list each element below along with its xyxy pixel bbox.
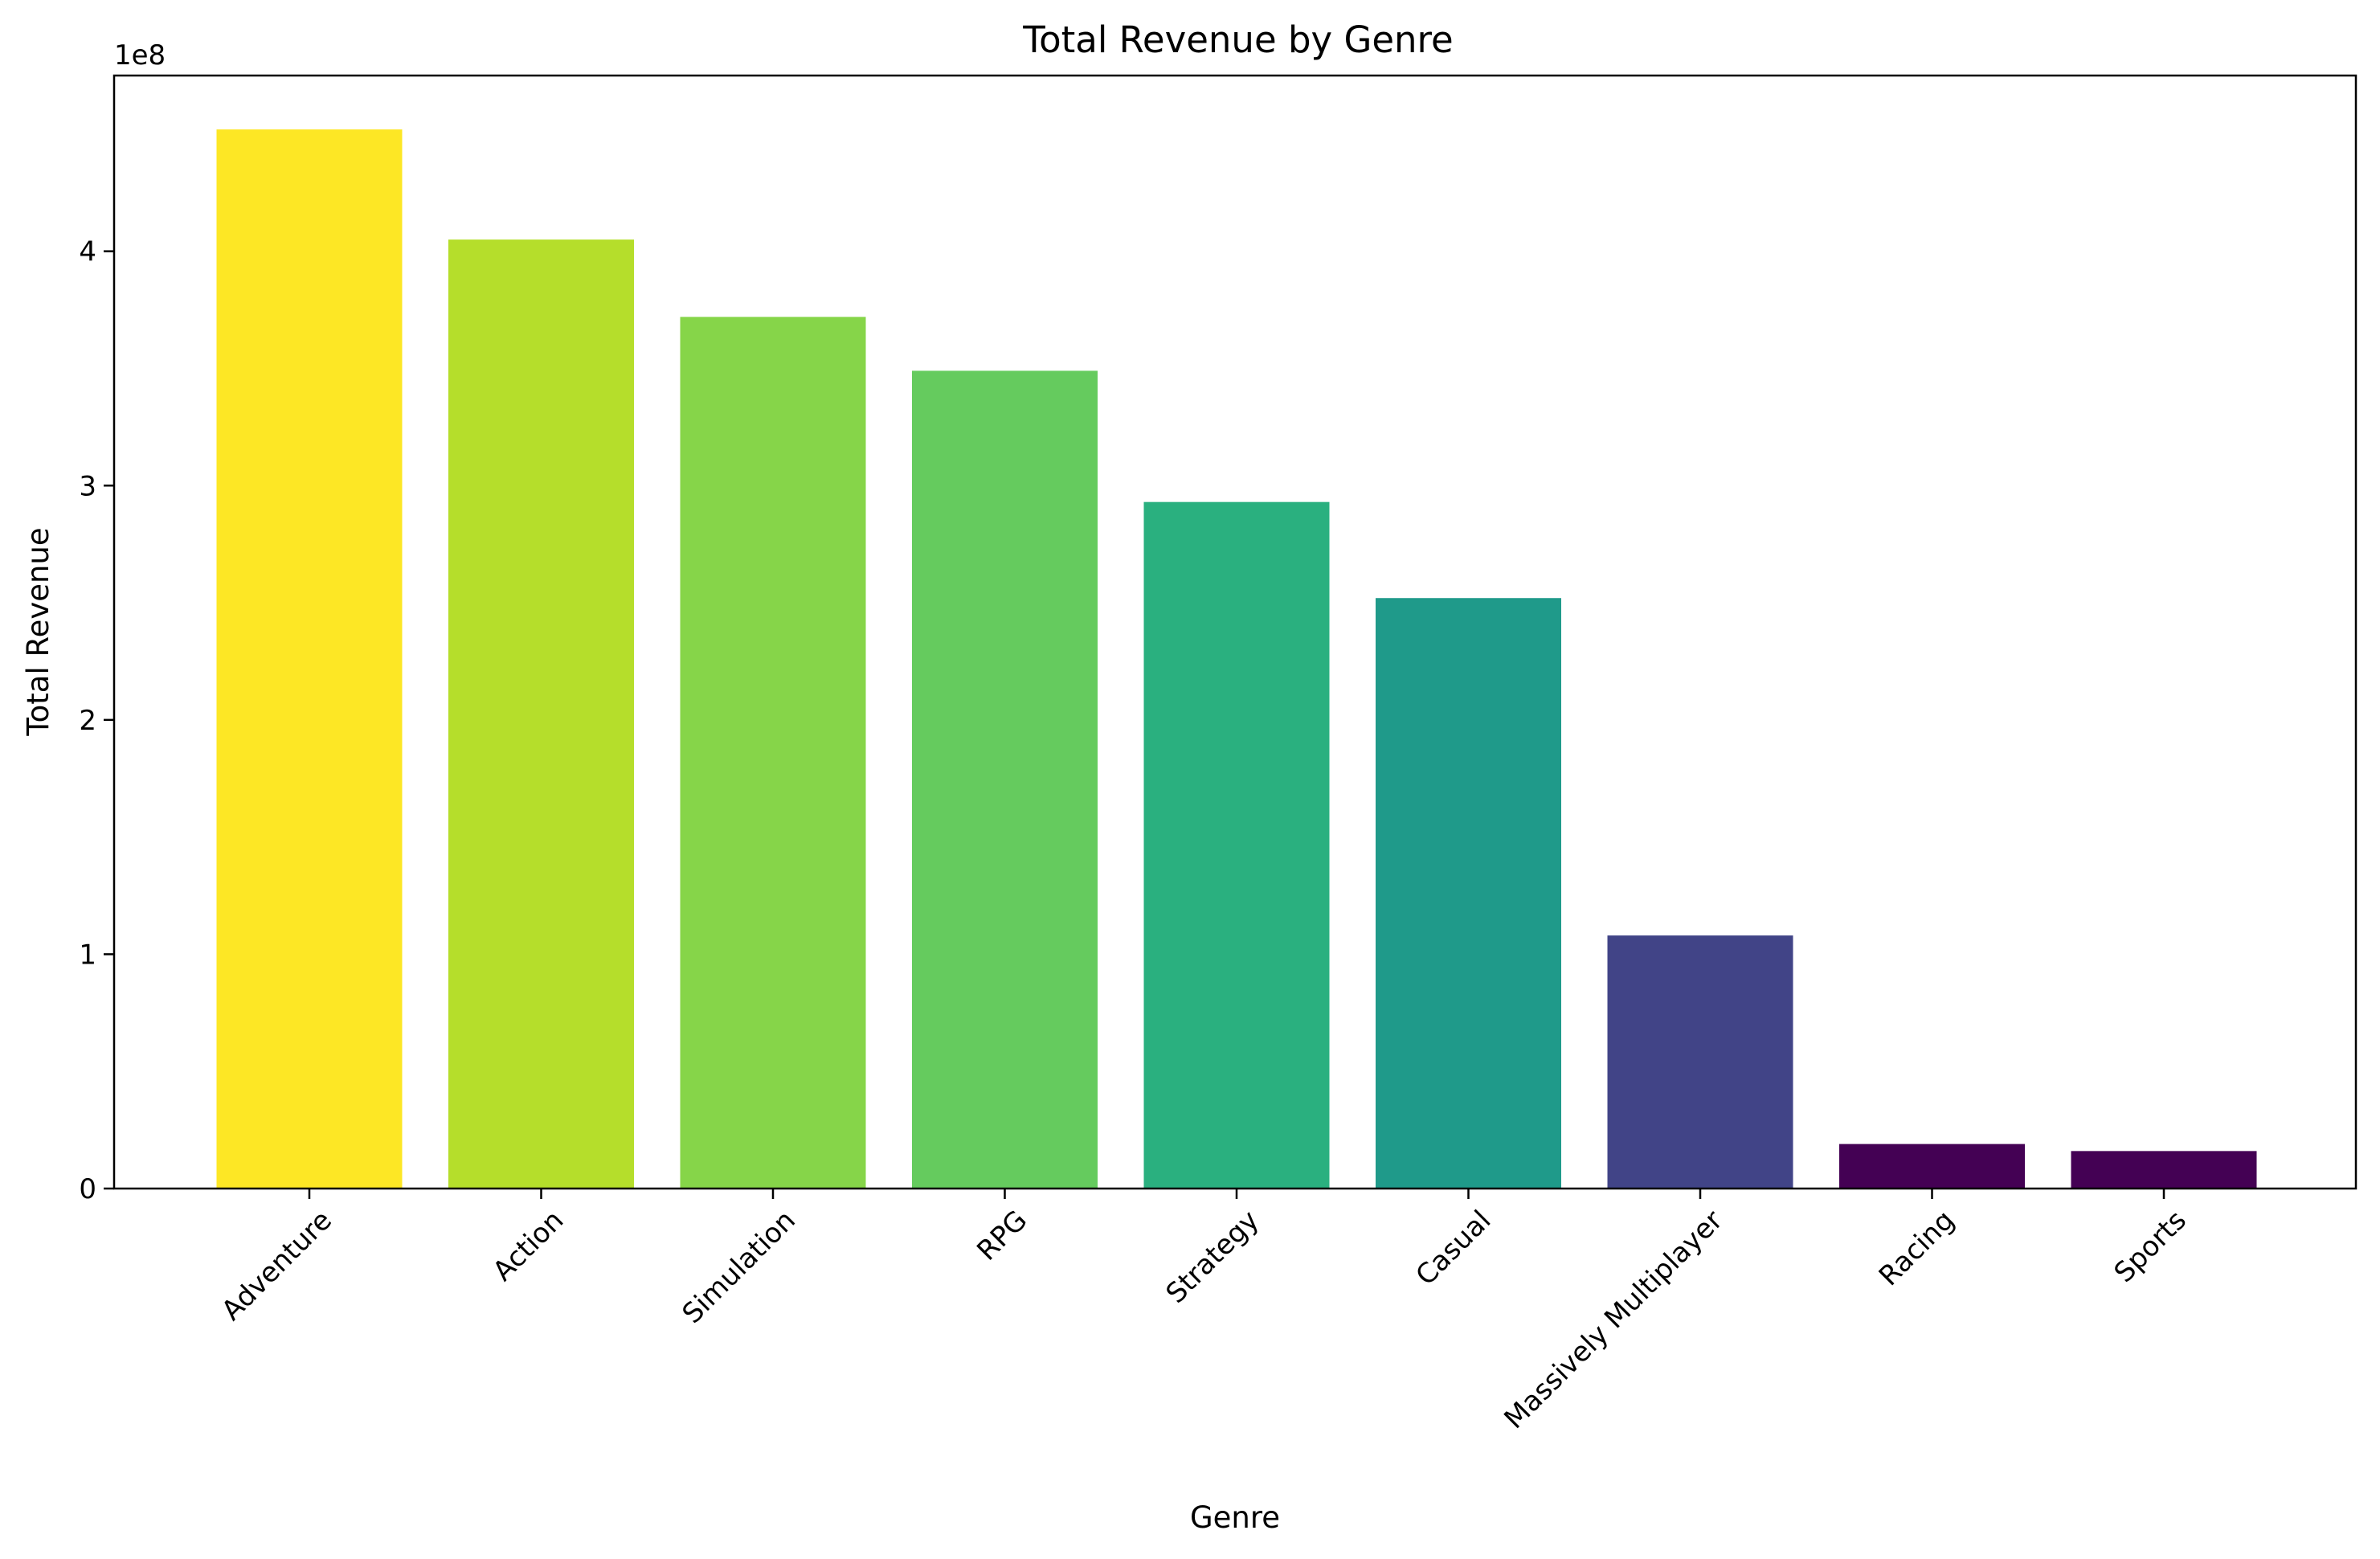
bars-group xyxy=(216,129,2257,1189)
y-tick-label: 4 xyxy=(79,236,96,268)
chart-title: Total Revenue by Genre xyxy=(1022,18,1453,61)
y-tick-label: 2 xyxy=(79,705,96,737)
bar-massively-multiplayer xyxy=(1607,935,1793,1189)
x-axis-label: Genre xyxy=(1190,1500,1280,1535)
bar-casual xyxy=(1376,598,1561,1189)
bar-simulation xyxy=(680,317,866,1189)
bar-sports xyxy=(2071,1151,2257,1189)
y-tick-label: 1 xyxy=(79,939,96,971)
y-tick-label: 3 xyxy=(79,470,96,502)
bar-rpg xyxy=(912,370,1098,1189)
y-tick-label: 0 xyxy=(79,1173,96,1205)
y-axis-ticks: 0 1 2 3 4 xyxy=(79,236,114,1205)
bar-action xyxy=(448,239,634,1189)
y-axis-multiplier: 1e8 xyxy=(114,39,166,72)
y-axis-label: Total Revenue xyxy=(21,527,55,736)
bar-racing xyxy=(1839,1144,2025,1189)
bar-strategy xyxy=(1143,501,1330,1189)
bar-adventure xyxy=(216,129,403,1189)
plot-frame xyxy=(112,74,2358,1190)
